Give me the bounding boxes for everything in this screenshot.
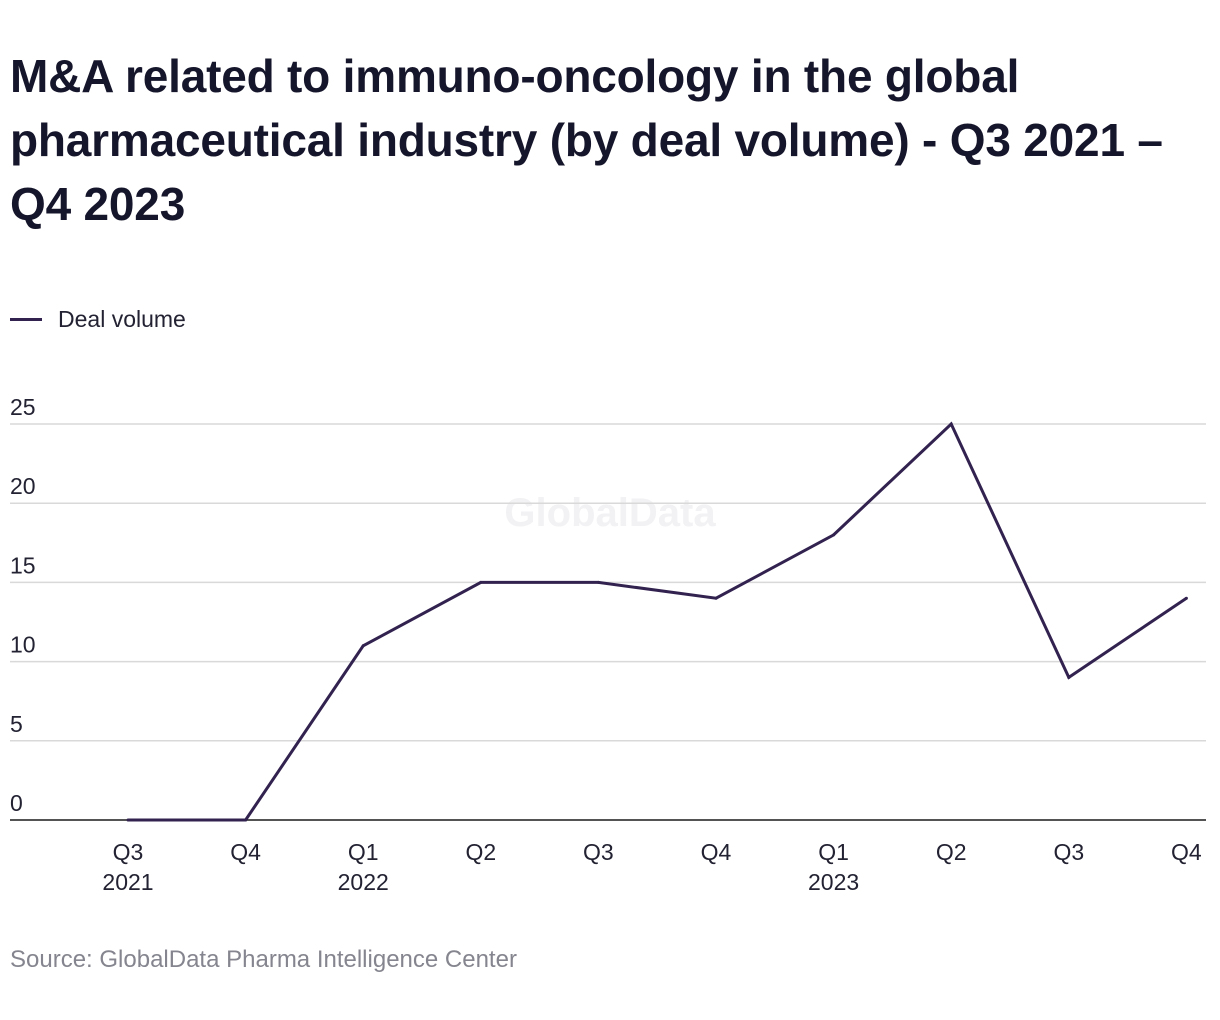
y-tick-label-0: 0 [10, 790, 23, 816]
x-tick-label-0: Q3 [113, 839, 144, 865]
data-point-3 [479, 580, 483, 584]
legend-label: Deal volume [58, 306, 186, 332]
y-tick-label-20: 20 [10, 473, 36, 499]
x-tick-year-label-6: 2023 [808, 869, 859, 895]
y-axis-ticks: 0 5 10 15 20 25 [10, 394, 36, 816]
x-tick-label-6: Q1 [818, 839, 849, 865]
x-tick-year-label-2: 2022 [338, 869, 389, 895]
data-point-5 [714, 596, 718, 600]
x-tick-label-3: Q2 [465, 839, 496, 865]
y-tick-label-25: 25 [10, 394, 36, 420]
y-tick-label-5: 5 [10, 711, 23, 737]
chart-legend: Deal volume [10, 306, 186, 333]
y-tick-label-15: 15 [10, 552, 36, 578]
x-tick-label-2: Q1 [348, 839, 379, 865]
data-point-6 [832, 533, 836, 537]
x-tick-label-7: Q2 [936, 839, 967, 865]
data-point-2 [361, 644, 365, 648]
x-tick-label-4: Q3 [583, 839, 614, 865]
x-tick-label-8: Q3 [1053, 839, 1084, 865]
chart-title: M&A related to immuno-oncology in the gl… [10, 50, 1163, 230]
series-line-deal-volume [128, 421, 1188, 822]
source-note: Source: GlobalData Pharma Intelligence C… [10, 946, 517, 973]
x-tick-label-5: Q4 [701, 839, 732, 865]
x-tick-label-9: Q4 [1171, 839, 1202, 865]
x-axis-ticks: Q3 2021 Q4 Q1 2022 Q2 Q3 Q4 Q1 2023 Q2 Q3 Q4 [102, 839, 1202, 895]
data-point-0 [126, 818, 130, 822]
x-tick-year-label-0: 2021 [102, 869, 153, 895]
data-point-7 [949, 422, 953, 426]
watermark-text: GlobalData [504, 491, 716, 535]
y-tick-label-10: 10 [10, 632, 36, 658]
data-point-9 [1184, 596, 1188, 600]
data-point-4 [596, 580, 600, 584]
data-point-8 [1067, 675, 1071, 679]
data-point-1 [244, 818, 248, 822]
x-tick-label-1: Q4 [230, 839, 261, 865]
legend-line-swatch [10, 318, 42, 321]
